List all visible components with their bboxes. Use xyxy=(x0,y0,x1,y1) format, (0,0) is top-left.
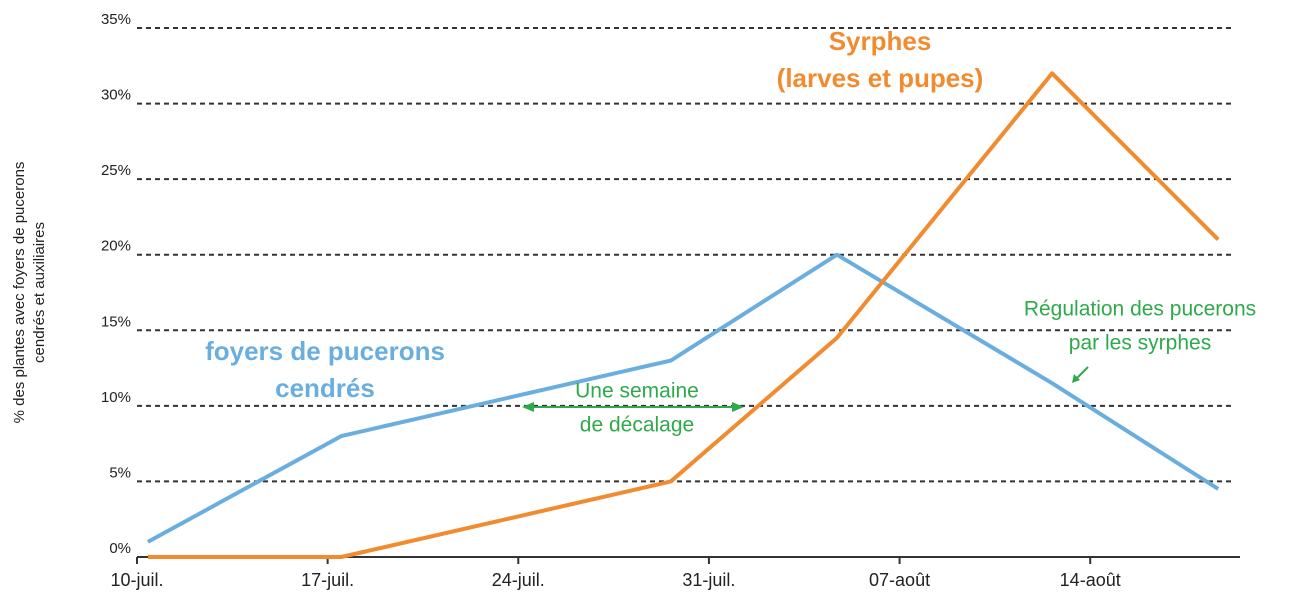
x-tick-label: 24-juil. xyxy=(492,570,545,590)
x-tick-label: 14-août xyxy=(1060,570,1121,590)
y-tick-label: 25% xyxy=(101,162,131,179)
y-tick-label: 10% xyxy=(101,389,131,406)
annotation: de décalage xyxy=(580,414,694,437)
y-tick-label: 15% xyxy=(101,313,131,330)
x-tick-label: 31-juil. xyxy=(682,570,735,590)
y-tick-label: 30% xyxy=(101,87,131,104)
x-tick-label: 17-juil. xyxy=(301,570,354,590)
annotation: Une semaine xyxy=(575,380,699,403)
y-axis-label: % des plantes avec foyers de pucerons xyxy=(11,162,28,424)
series-line xyxy=(146,252,1220,544)
y-axis-label: cendrés et auxiliaires xyxy=(31,222,48,363)
x-tick-label: 10-juil. xyxy=(110,570,163,590)
series-label: (larves et pupes) xyxy=(777,63,984,93)
y-tick-label: 5% xyxy=(109,464,131,481)
series-label: cendrés xyxy=(275,373,375,403)
y-tick-label: 0% xyxy=(109,540,131,557)
arrow-head xyxy=(1072,374,1080,383)
series-line xyxy=(147,71,1220,559)
series-label: foyers de pucerons xyxy=(205,336,445,366)
y-tick-label: 35% xyxy=(101,11,131,28)
annotation: Régulation des pucerons xyxy=(1024,298,1256,321)
series-label: Syrphes xyxy=(829,26,932,56)
x-tick-label: 07-août xyxy=(869,570,930,590)
y-tick-label: 20% xyxy=(101,238,131,255)
annotation: par les syrphes xyxy=(1069,332,1211,355)
